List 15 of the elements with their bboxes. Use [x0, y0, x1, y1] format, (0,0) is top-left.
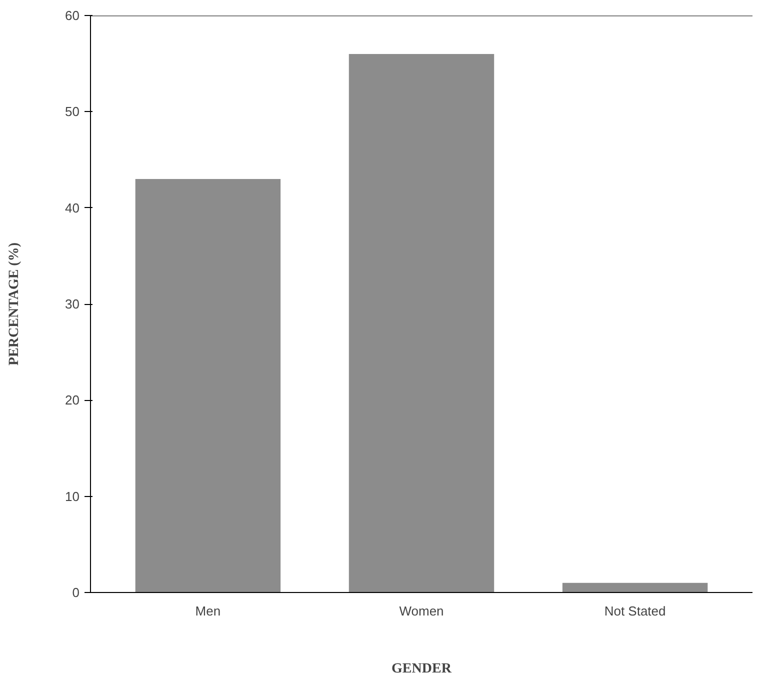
y-axis-title: PERCENTAGE (%) [7, 242, 22, 366]
bar [135, 178, 281, 592]
x-axis-title: GENDER [392, 662, 452, 676]
bar [562, 582, 708, 592]
y-tick-label: 40 [65, 200, 80, 216]
y-tick-label: 60 [65, 8, 80, 23]
x-tick-label: Women [399, 604, 444, 618]
x-tick-label: Not Stated [604, 604, 666, 618]
y-tick-label: 0 [72, 585, 80, 600]
y-tick-label: 30 [65, 296, 80, 312]
y-tick-label: 10 [65, 488, 80, 504]
x-tick-label: Men [195, 604, 221, 618]
y-tick-label: 50 [65, 104, 80, 120]
bar [348, 54, 494, 592]
y-tick-label: 20 [65, 392, 80, 408]
